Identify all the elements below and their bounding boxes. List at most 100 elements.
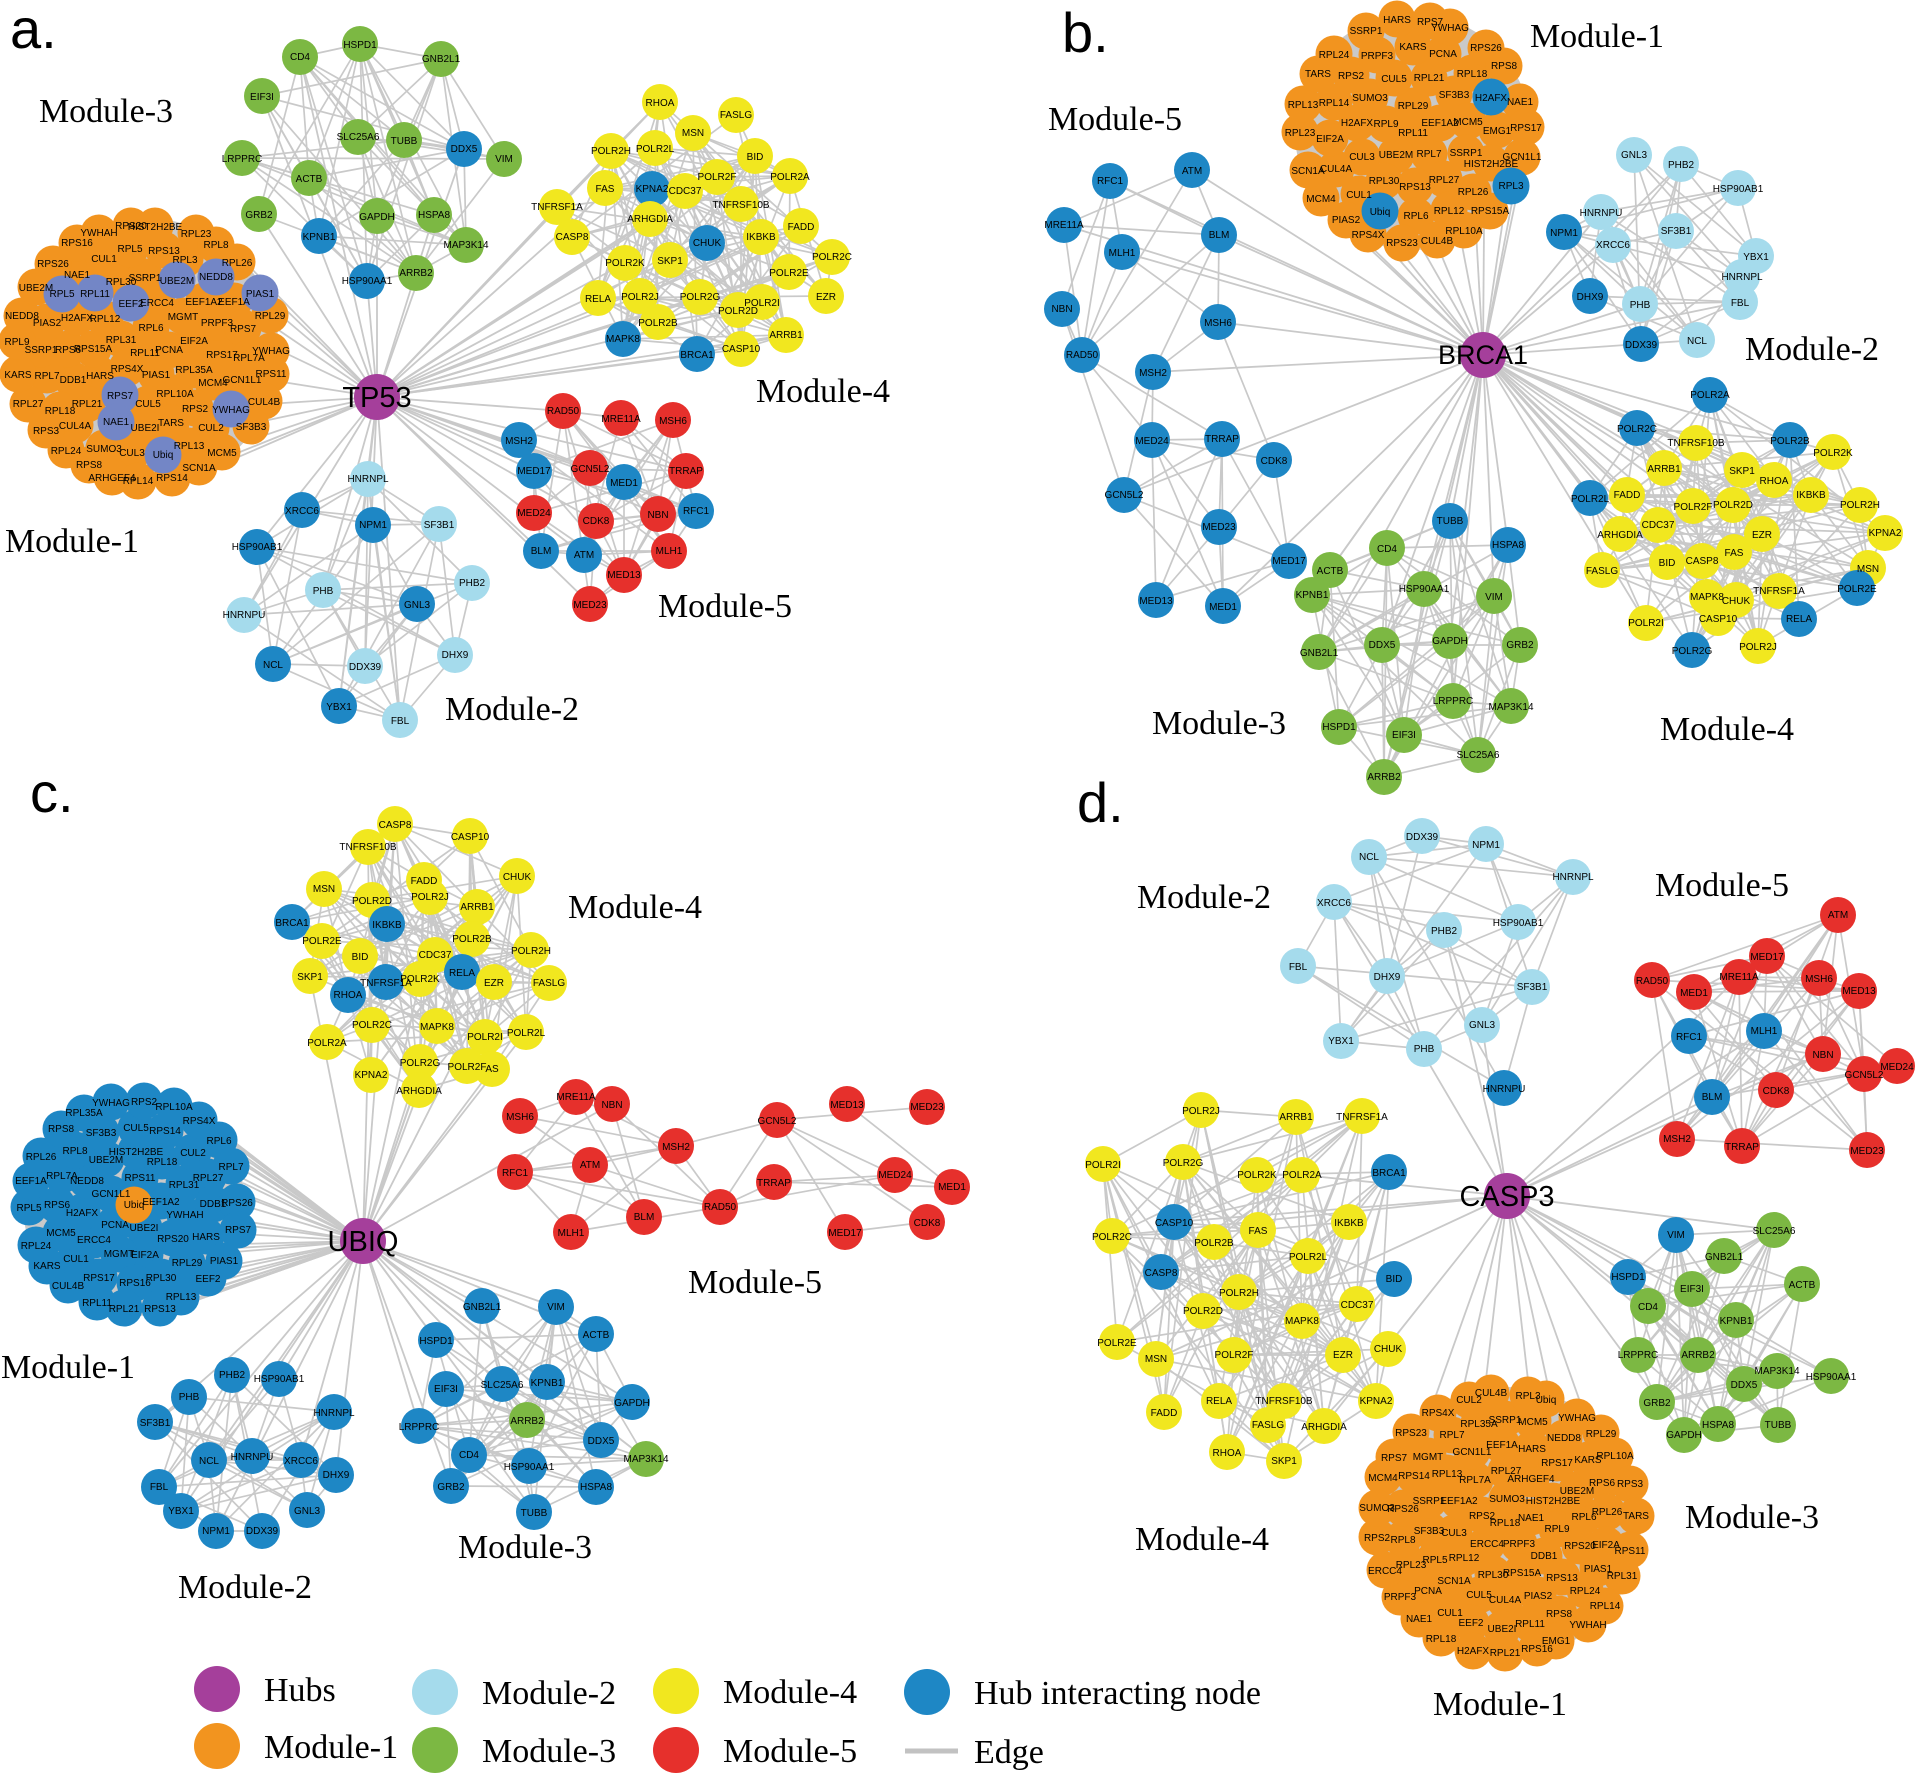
svg-text:ARRB1: ARRB1 bbox=[769, 330, 803, 341]
svg-text:HNRNPL: HNRNPL bbox=[1721, 272, 1763, 283]
svg-text:FADD: FADD bbox=[788, 222, 815, 233]
svg-text:EZR: EZR bbox=[816, 292, 836, 303]
svg-text:PIAS1: PIAS1 bbox=[246, 289, 275, 300]
svg-text:MGMT: MGMT bbox=[168, 312, 199, 323]
svg-text:HNRNPU: HNRNPU bbox=[1580, 208, 1623, 219]
svg-text:CUL2: CUL2 bbox=[180, 1148, 206, 1159]
svg-text:CD4: CD4 bbox=[1377, 544, 1397, 555]
svg-text:RPL24: RPL24 bbox=[51, 446, 82, 457]
svg-text:ARRB1: ARRB1 bbox=[1647, 464, 1681, 475]
svg-text:EMG1: EMG1 bbox=[1542, 1636, 1571, 1647]
svg-text:RPS20: RPS20 bbox=[157, 1234, 189, 1245]
svg-text:MED1: MED1 bbox=[610, 478, 638, 489]
svg-text:CUL1: CUL1 bbox=[1346, 190, 1372, 201]
svg-text:TARS: TARS bbox=[158, 418, 184, 429]
svg-text:NBN: NBN bbox=[1051, 304, 1072, 315]
svg-text:ARHGDIA: ARHGDIA bbox=[396, 1086, 442, 1097]
svg-text:HSP90AA1: HSP90AA1 bbox=[504, 1462, 555, 1473]
svg-text:FAS: FAS bbox=[596, 184, 615, 195]
svg-text:NAE1: NAE1 bbox=[103, 417, 130, 428]
svg-text:POLR2A: POLR2A bbox=[770, 172, 810, 183]
svg-text:Edge: Edge bbox=[974, 1734, 1044, 1771]
svg-text:POLR2G: POLR2G bbox=[1163, 1158, 1204, 1169]
svg-text:HSPA8: HSPA8 bbox=[1492, 540, 1524, 551]
svg-text:GRB2: GRB2 bbox=[245, 210, 273, 221]
svg-text:Module-5: Module-5 bbox=[1655, 867, 1789, 904]
svg-text:RPS13: RPS13 bbox=[1399, 182, 1431, 193]
svg-text:TRRAP: TRRAP bbox=[757, 1178, 791, 1189]
svg-text:TUBB: TUBB bbox=[1437, 516, 1464, 527]
svg-text:RPL27: RPL27 bbox=[13, 399, 44, 410]
svg-text:YBX1: YBX1 bbox=[326, 702, 352, 713]
svg-text:FADD: FADD bbox=[1151, 1408, 1178, 1419]
svg-text:HSP90AB1: HSP90AB1 bbox=[232, 542, 283, 553]
svg-text:CUL4B: CUL4B bbox=[1475, 1388, 1508, 1399]
svg-text:CDC37: CDC37 bbox=[1642, 520, 1675, 531]
svg-text:MSH6: MSH6 bbox=[506, 1112, 534, 1123]
svg-text:a.: a. bbox=[10, 0, 57, 60]
svg-text:RPL10A: RPL10A bbox=[1596, 1451, 1634, 1462]
svg-text:FBL: FBL bbox=[1731, 298, 1750, 309]
svg-text:CDC37: CDC37 bbox=[419, 950, 452, 961]
svg-text:ARHGEF4: ARHGEF4 bbox=[1507, 1474, 1555, 1485]
svg-text:ERCC4: ERCC4 bbox=[140, 298, 174, 309]
svg-text:NCL: NCL bbox=[263, 660, 283, 671]
svg-text:EEF2: EEF2 bbox=[1458, 1618, 1483, 1629]
svg-text:RPS23: RPS23 bbox=[1386, 238, 1418, 249]
svg-text:XRCC6: XRCC6 bbox=[1317, 898, 1351, 909]
svg-text:DDX5: DDX5 bbox=[1731, 1380, 1758, 1391]
svg-text:RPL10A: RPL10A bbox=[156, 389, 194, 400]
svg-text:RPL30: RPL30 bbox=[1369, 176, 1400, 187]
svg-text:HSPD1: HSPD1 bbox=[343, 40, 377, 51]
svg-text:UBE2M: UBE2M bbox=[1379, 150, 1413, 161]
svg-text:ERCC4: ERCC4 bbox=[77, 1235, 111, 1246]
svg-text:Module-5: Module-5 bbox=[658, 588, 792, 625]
svg-text:RPL35A: RPL35A bbox=[65, 1108, 103, 1119]
svg-text:NBN: NBN bbox=[647, 510, 668, 521]
svg-text:TUBB: TUBB bbox=[521, 1508, 548, 1519]
svg-text:YBX1: YBX1 bbox=[1328, 1036, 1354, 1047]
svg-text:MED23: MED23 bbox=[910, 1102, 944, 1113]
svg-text:POLR2F: POLR2F bbox=[698, 172, 737, 183]
svg-text:PHB: PHB bbox=[313, 586, 334, 597]
svg-text:EIF2A: EIF2A bbox=[180, 336, 208, 347]
svg-text:MLH1: MLH1 bbox=[1751, 1026, 1778, 1037]
svg-text:GAPDH: GAPDH bbox=[1666, 1430, 1702, 1441]
svg-text:CUL1: CUL1 bbox=[63, 1254, 89, 1265]
svg-text:NAE1: NAE1 bbox=[1507, 97, 1534, 108]
svg-text:GNB2L1: GNB2L1 bbox=[422, 54, 461, 65]
svg-text:HIST2H2BE: HIST2H2BE bbox=[1464, 159, 1519, 170]
svg-text:SUMO3: SUMO3 bbox=[1352, 93, 1388, 104]
svg-text:POLR2J: POLR2J bbox=[621, 292, 659, 303]
svg-text:IKBKB: IKBKB bbox=[1334, 1218, 1364, 1229]
svg-text:POLR2I: POLR2I bbox=[744, 298, 780, 309]
svg-text:H2AFX: H2AFX bbox=[1457, 1646, 1490, 1657]
svg-text:CASP8: CASP8 bbox=[556, 232, 589, 243]
svg-text:EIF3I: EIF3I bbox=[1392, 730, 1416, 741]
svg-text:RPS13: RPS13 bbox=[1546, 1573, 1578, 1584]
svg-text:RPL26: RPL26 bbox=[1458, 187, 1489, 198]
svg-text:RPL26: RPL26 bbox=[222, 258, 253, 269]
svg-text:GNL3: GNL3 bbox=[1621, 150, 1648, 161]
svg-text:POLR2F: POLR2F bbox=[1215, 1350, 1254, 1361]
svg-text:ARRB1: ARRB1 bbox=[460, 902, 494, 913]
svg-text:RPL12: RPL12 bbox=[90, 314, 121, 325]
svg-text:POLR2I: POLR2I bbox=[1085, 1160, 1121, 1171]
svg-text:MED13: MED13 bbox=[1842, 986, 1876, 997]
svg-text:RPL8: RPL8 bbox=[203, 240, 228, 251]
svg-text:UBIQ: UBIQ bbox=[328, 1226, 399, 1258]
svg-text:RPL24: RPL24 bbox=[21, 1241, 52, 1252]
svg-text:SF3B1: SF3B1 bbox=[1661, 226, 1692, 237]
svg-text:MCM5: MCM5 bbox=[1518, 1417, 1548, 1428]
svg-text:FAS: FAS bbox=[1725, 548, 1744, 559]
svg-text:YBX1: YBX1 bbox=[168, 1506, 194, 1517]
svg-text:KPNA2: KPNA2 bbox=[636, 184, 669, 195]
svg-text:GCN5L2: GCN5L2 bbox=[1105, 490, 1144, 501]
svg-text:RPL27: RPL27 bbox=[1491, 1466, 1522, 1477]
svg-text:RPS26: RPS26 bbox=[221, 1198, 253, 1209]
svg-text:POLR2L: POLR2L bbox=[636, 144, 675, 155]
svg-text:RFC1: RFC1 bbox=[683, 506, 710, 517]
svg-text:RPS14: RPS14 bbox=[1398, 1471, 1430, 1482]
svg-text:RPS11: RPS11 bbox=[256, 369, 287, 380]
svg-text:KARS: KARS bbox=[1574, 1455, 1602, 1466]
